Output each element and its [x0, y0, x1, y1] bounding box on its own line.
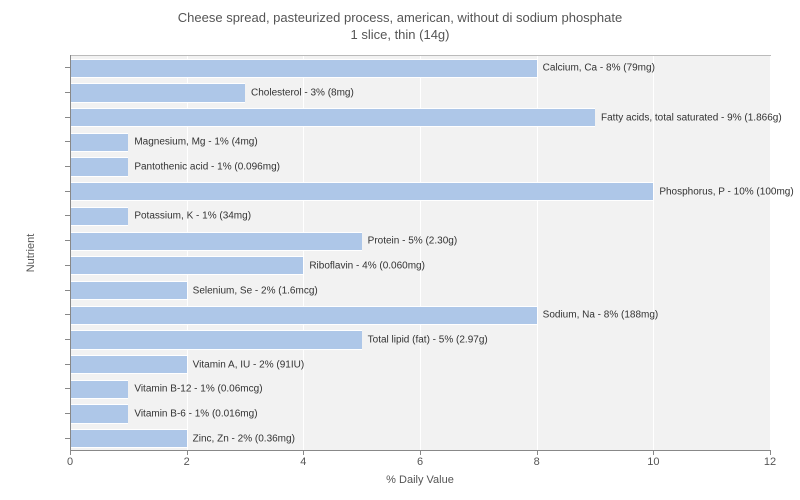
nutrient-bar-label: Cholesterol - 3% (8mg) [251, 88, 354, 99]
nutrient-bar [70, 59, 537, 78]
nutrient-bar [70, 306, 537, 325]
nutrient-bar-label: Selenium, Se - 2% (1.6mcg) [193, 285, 318, 296]
x-tick-label: 4 [300, 456, 306, 468]
nutrient-bar [70, 83, 245, 102]
y-tick [65, 67, 70, 68]
nutrient-bar-label: Calcium, Ca - 8% (79mg) [543, 63, 655, 74]
x-tick-label: 0 [67, 456, 73, 468]
y-tick [65, 290, 70, 291]
y-tick [65, 388, 70, 389]
y-tick [65, 364, 70, 365]
nutrient-bar [70, 157, 128, 176]
nutrient-bar-label: Fatty acids, total saturated - 9% (1.866… [601, 112, 782, 123]
x-tick-label: 8 [534, 456, 540, 468]
x-tick-label: 2 [184, 456, 190, 468]
y-tick [65, 92, 70, 93]
nutrient-bar [70, 232, 362, 251]
x-axis-label: % Daily Value [386, 474, 454, 486]
y-tick [65, 215, 70, 216]
nutrient-bar [70, 133, 128, 152]
nutrient-bar [70, 182, 653, 201]
y-tick [65, 413, 70, 414]
chart-title: Cheese spread, pasteurized process, amer… [0, 0, 800, 44]
nutrient-bar [70, 380, 128, 399]
y-axis-line [70, 55, 71, 450]
nutrient-bar [70, 256, 303, 275]
nutrient-bar [70, 108, 595, 127]
nutrient-bar [70, 281, 187, 300]
x-tick [770, 450, 771, 455]
nutrient-bar [70, 330, 362, 349]
nutrient-bar-label: Vitamin B-6 - 1% (0.016mg) [134, 408, 257, 419]
nutrient-bar-label: Potassium, K - 1% (34mg) [134, 211, 251, 222]
nutrient-bar [70, 207, 128, 226]
nutrient-bar-label: Zinc, Zn - 2% (0.36mg) [193, 433, 295, 444]
y-axis-label: Nutrient [25, 233, 37, 272]
nutrient-bar-label: Protein - 5% (2.30g) [368, 236, 458, 247]
y-tick [65, 438, 70, 439]
nutrient-bar-label: Total lipid (fat) - 5% (2.97g) [368, 334, 488, 345]
x-axis-line [70, 450, 770, 451]
nutrient-bar-label: Riboflavin - 4% (0.060mg) [309, 260, 425, 271]
plot-area: Calcium, Ca - 8% (79mg) Cholesterol - 3% … [70, 55, 771, 451]
x-tick-label: 12 [764, 456, 776, 468]
nutrient-bar [70, 355, 187, 374]
nutrient-bar [70, 429, 187, 448]
nutrient-bar-label: Phosphorus, P - 10% (100mg) [659, 186, 793, 197]
nutrient-bar-label: Sodium, Na - 8% (188mg) [543, 310, 659, 321]
x-tick-label: 6 [417, 456, 423, 468]
chart-title-line1: Cheese spread, pasteurized process, amer… [0, 10, 800, 27]
nutrient-chart: Cheese spread, pasteurized process, amer… [0, 0, 800, 500]
y-tick [65, 240, 70, 241]
y-tick [65, 314, 70, 315]
chart-title-line2: 1 slice, thin (14g) [0, 27, 800, 44]
y-tick [65, 166, 70, 167]
y-tick [65, 117, 70, 118]
y-tick [65, 141, 70, 142]
nutrient-bar-label: Vitamin A, IU - 2% (91IU) [193, 359, 305, 370]
nutrient-bar-label: Vitamin B-12 - 1% (0.06mcg) [134, 384, 262, 395]
y-tick [65, 191, 70, 192]
y-tick [65, 265, 70, 266]
x-tick-label: 10 [647, 456, 659, 468]
nutrient-bar [70, 404, 128, 423]
y-tick [65, 339, 70, 340]
nutrient-bar-label: Magnesium, Mg - 1% (4mg) [134, 137, 257, 148]
nutrient-bar-label: Pantothenic acid - 1% (0.096mg) [134, 162, 280, 173]
